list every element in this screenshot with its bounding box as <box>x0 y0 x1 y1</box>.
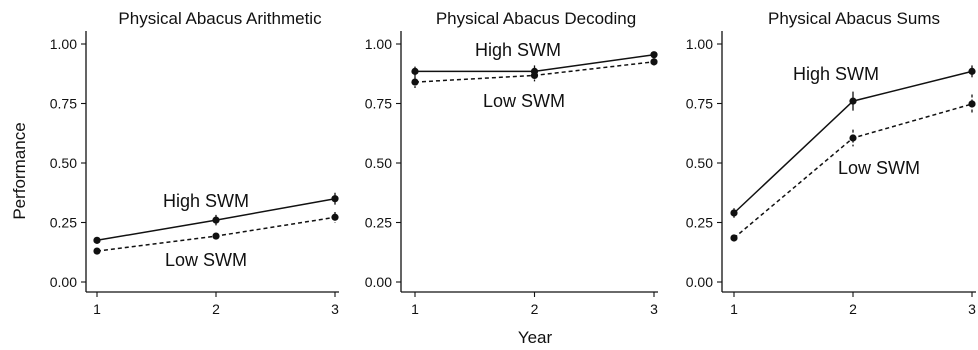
series-label: High SWM <box>163 191 249 211</box>
y-tick-label: 1.00 <box>50 36 77 52</box>
y-tick-label: 0.25 <box>365 215 392 231</box>
data-point <box>650 51 658 59</box>
series-label: Low SWM <box>838 158 920 178</box>
x-tick-label: 1 <box>730 301 738 317</box>
x-tick-label: 2 <box>212 301 220 317</box>
x-tick-label: 2 <box>531 301 539 317</box>
x-tick-label: 3 <box>650 301 658 317</box>
y-tick-label: 0.00 <box>50 274 77 290</box>
y-axis-title: Performance <box>10 122 29 219</box>
panel-title: Physical Abacus Arithmetic <box>118 9 322 28</box>
series-label: High SWM <box>475 40 561 60</box>
y-tick-label: 0.75 <box>686 96 713 112</box>
y-tick-label: 0.00 <box>686 274 713 290</box>
y-tick-label: 1.00 <box>686 36 713 52</box>
series-label: High SWM <box>793 64 879 84</box>
y-tick-label: 0.25 <box>686 215 713 231</box>
data-point <box>650 58 658 66</box>
data-point <box>93 247 101 255</box>
data-point <box>331 195 339 203</box>
chart-panels: Physical Abacus Arithmetic 0.00 0.25 0.50 0.… <box>50 9 976 317</box>
data-point <box>730 234 738 242</box>
y-tick-label: 1.00 <box>365 36 392 52</box>
data-point <box>968 67 976 75</box>
y-tick-label: 0.25 <box>50 215 77 231</box>
data-point <box>411 67 419 75</box>
x-axis-title: Year <box>518 328 553 347</box>
chart-panel-2: Physical Abacus Decoding 0.00 0.25 0.50 0.75… <box>365 9 658 317</box>
y-tick-label: 0.00 <box>365 274 392 290</box>
x-tick-label: 3 <box>968 301 976 317</box>
panel-title: Physical Abacus Sums <box>768 9 940 28</box>
data-point <box>93 236 101 244</box>
y-tick-label: 0.50 <box>365 155 392 171</box>
y-tick-label: 0.75 <box>50 96 77 112</box>
chart-panel-3: Physical Abacus Sums 0.00 0.25 0.50 0.75 1.00… <box>686 9 976 317</box>
data-point <box>212 232 220 240</box>
data-point <box>968 100 976 108</box>
data-point <box>411 78 419 86</box>
x-tick-label: 2 <box>849 301 857 317</box>
y-tick-label: 0.50 <box>686 155 713 171</box>
y-tick-label: 0.50 <box>50 155 77 171</box>
data-point <box>849 134 857 142</box>
y-tick-label: 0.75 <box>365 96 392 112</box>
x-tick-label: 3 <box>331 301 339 317</box>
data-point <box>730 209 738 217</box>
data-point <box>331 213 339 221</box>
chart-panel-1: Physical Abacus Arithmetic 0.00 0.25 0.50 0.… <box>50 9 339 317</box>
x-tick-label: 1 <box>93 301 101 317</box>
data-point <box>849 97 857 105</box>
series-label: Low SWM <box>165 250 247 270</box>
data-point <box>530 71 539 80</box>
panel-title: Physical Abacus Decoding <box>436 9 636 28</box>
data-point <box>212 216 220 224</box>
x-tick-label: 1 <box>411 301 419 317</box>
series-label: Low SWM <box>483 91 565 111</box>
